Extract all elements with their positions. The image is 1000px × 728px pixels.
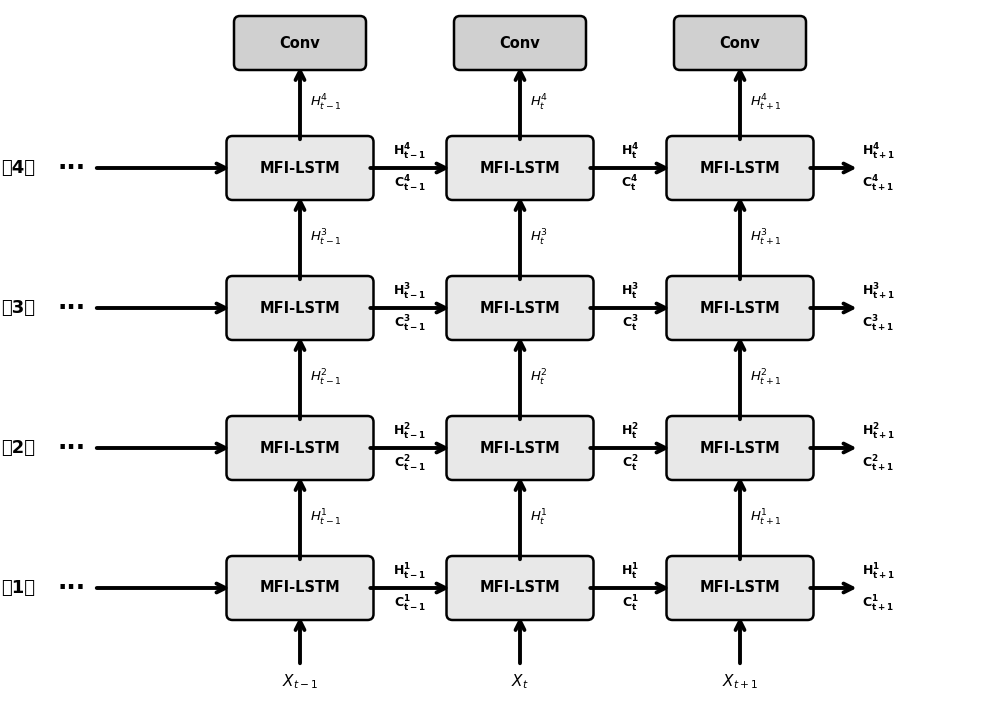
FancyBboxPatch shape bbox=[226, 416, 374, 480]
Text: $\mathbf{C^{1}_{t}}$: $\mathbf{C^{1}_{t}}$ bbox=[622, 594, 638, 614]
Text: 第1层: 第1层 bbox=[1, 579, 35, 597]
Text: $\mathbf{C^{2}_{t-1}}$: $\mathbf{C^{2}_{t-1}}$ bbox=[394, 454, 426, 474]
FancyBboxPatch shape bbox=[447, 416, 594, 480]
Text: $\mathbf{C^{1}_{t-1}}$: $\mathbf{C^{1}_{t-1}}$ bbox=[394, 594, 426, 614]
Text: $\mathbf{C^{1}_{t+1}}$: $\mathbf{C^{1}_{t+1}}$ bbox=[862, 594, 893, 614]
Text: $\boldsymbol{H^{2}_{t}}$: $\boldsymbol{H^{2}_{t}}$ bbox=[530, 368, 548, 388]
Text: $\mathbf{H^{2}_{t-1}}$: $\mathbf{H^{2}_{t-1}}$ bbox=[393, 422, 427, 442]
Text: 第3层: 第3层 bbox=[1, 299, 35, 317]
Text: $\boldsymbol{H^{4}_{{t-1}}}$: $\boldsymbol{H^{4}_{{t-1}}}$ bbox=[310, 93, 342, 113]
Text: $\boldsymbol{X_{t}}$: $\boldsymbol{X_{t}}$ bbox=[511, 672, 529, 691]
Text: MFI-LSTM: MFI-LSTM bbox=[700, 301, 780, 315]
Text: MFI-LSTM: MFI-LSTM bbox=[480, 160, 560, 175]
Text: ···: ··· bbox=[58, 576, 86, 600]
Text: MFI-LSTM: MFI-LSTM bbox=[480, 440, 560, 456]
Text: $\mathbf{H^{1}_{t-1}}$: $\mathbf{H^{1}_{t-1}}$ bbox=[393, 562, 427, 582]
Text: $\boldsymbol{H^{1}_{{t-1}}}$: $\boldsymbol{H^{1}_{{t-1}}}$ bbox=[310, 508, 342, 528]
Text: $\boldsymbol{H^{2}_{{t-1}}}$: $\boldsymbol{H^{2}_{{t-1}}}$ bbox=[310, 368, 342, 388]
Text: Conv: Conv bbox=[280, 36, 320, 50]
Text: MFI-LSTM: MFI-LSTM bbox=[700, 160, 780, 175]
FancyBboxPatch shape bbox=[447, 556, 594, 620]
Text: ···: ··· bbox=[58, 156, 86, 180]
Text: 第2层: 第2层 bbox=[1, 439, 35, 457]
Text: $\boldsymbol{H^{3}_{t}}$: $\boldsymbol{H^{3}_{t}}$ bbox=[530, 228, 548, 248]
Text: $\mathbf{C^{2}_{t+1}}$: $\mathbf{C^{2}_{t+1}}$ bbox=[862, 454, 893, 474]
Text: MFI-LSTM: MFI-LSTM bbox=[480, 580, 560, 596]
FancyBboxPatch shape bbox=[674, 16, 806, 70]
FancyBboxPatch shape bbox=[667, 556, 814, 620]
Text: $\boldsymbol{X_{{t-1}}}$: $\boldsymbol{X_{{t-1}}}$ bbox=[282, 672, 318, 691]
Text: $\mathbf{C^{3}_{t}}$: $\mathbf{C^{3}_{t}}$ bbox=[622, 314, 638, 334]
FancyBboxPatch shape bbox=[234, 16, 366, 70]
Text: $\boldsymbol{H^{1}_{{t+1}}}$: $\boldsymbol{H^{1}_{{t+1}}}$ bbox=[750, 508, 782, 528]
Text: MFI-LSTM: MFI-LSTM bbox=[260, 301, 340, 315]
FancyBboxPatch shape bbox=[667, 276, 814, 340]
FancyBboxPatch shape bbox=[226, 136, 374, 200]
Text: $\mathbf{H^{4}_{t+1}}$: $\mathbf{H^{4}_{t+1}}$ bbox=[862, 142, 895, 162]
Text: $\boldsymbol{H^{4}_{t}}$: $\boldsymbol{H^{4}_{t}}$ bbox=[530, 93, 548, 113]
Text: $\mathbf{H^{4}_{t}}$: $\mathbf{H^{4}_{t}}$ bbox=[621, 142, 639, 162]
FancyBboxPatch shape bbox=[226, 556, 374, 620]
Text: $\mathbf{C^{4}_{t+1}}$: $\mathbf{C^{4}_{t+1}}$ bbox=[862, 174, 893, 194]
Text: MFI-LSTM: MFI-LSTM bbox=[260, 160, 340, 175]
Text: $\mathbf{C^{4}_{t-1}}$: $\mathbf{C^{4}_{t-1}}$ bbox=[394, 174, 426, 194]
Text: $\boldsymbol{H^{2}_{{t+1}}}$: $\boldsymbol{H^{2}_{{t+1}}}$ bbox=[750, 368, 782, 388]
Text: $\mathbf{H^{3}_{t+1}}$: $\mathbf{H^{3}_{t+1}}$ bbox=[862, 282, 895, 302]
FancyBboxPatch shape bbox=[454, 16, 586, 70]
Text: $\mathbf{H^{1}_{t}}$: $\mathbf{H^{1}_{t}}$ bbox=[621, 562, 639, 582]
Text: ···: ··· bbox=[58, 436, 86, 460]
FancyBboxPatch shape bbox=[667, 136, 814, 200]
Text: $\mathbf{H^{1}_{t+1}}$: $\mathbf{H^{1}_{t+1}}$ bbox=[862, 562, 895, 582]
Text: MFI-LSTM: MFI-LSTM bbox=[700, 580, 780, 596]
Text: $\boldsymbol{H^{3}_{{t-1}}}$: $\boldsymbol{H^{3}_{{t-1}}}$ bbox=[310, 228, 342, 248]
Text: $\mathbf{H^{4}_{t-1}}$: $\mathbf{H^{4}_{t-1}}$ bbox=[393, 142, 427, 162]
Text: Conv: Conv bbox=[720, 36, 760, 50]
Text: $\mathbf{H^{3}_{t}}$: $\mathbf{H^{3}_{t}}$ bbox=[621, 282, 639, 302]
Text: $\boldsymbol{X_{{t+1}}}$: $\boldsymbol{X_{{t+1}}}$ bbox=[722, 672, 758, 691]
Text: MFI-LSTM: MFI-LSTM bbox=[480, 301, 560, 315]
Text: MFI-LSTM: MFI-LSTM bbox=[260, 440, 340, 456]
Text: MFI-LSTM: MFI-LSTM bbox=[700, 440, 780, 456]
Text: $\boldsymbol{H^{3}_{{t+1}}}$: $\boldsymbol{H^{3}_{{t+1}}}$ bbox=[750, 228, 782, 248]
Text: ···: ··· bbox=[58, 296, 86, 320]
Text: $\boldsymbol{H^{4}_{{t+1}}}$: $\boldsymbol{H^{4}_{{t+1}}}$ bbox=[750, 93, 782, 113]
Text: $\mathbf{C^{3}_{t-1}}$: $\mathbf{C^{3}_{t-1}}$ bbox=[394, 314, 426, 334]
FancyBboxPatch shape bbox=[447, 136, 594, 200]
FancyBboxPatch shape bbox=[447, 276, 594, 340]
Text: $\mathbf{C^{4}_{t}}$: $\mathbf{C^{4}_{t}}$ bbox=[621, 174, 639, 194]
Text: $\mathbf{H^{3}_{t-1}}$: $\mathbf{H^{3}_{t-1}}$ bbox=[393, 282, 427, 302]
FancyBboxPatch shape bbox=[667, 416, 814, 480]
Text: $\mathbf{C^{2}_{t}}$: $\mathbf{C^{2}_{t}}$ bbox=[622, 454, 638, 474]
Text: MFI-LSTM: MFI-LSTM bbox=[260, 580, 340, 596]
Text: Conv: Conv bbox=[500, 36, 540, 50]
Text: $\mathbf{H^{2}_{t+1}}$: $\mathbf{H^{2}_{t+1}}$ bbox=[862, 422, 895, 442]
Text: $\mathbf{H^{2}_{t}}$: $\mathbf{H^{2}_{t}}$ bbox=[621, 422, 639, 442]
Text: $\mathbf{C^{3}_{t+1}}$: $\mathbf{C^{3}_{t+1}}$ bbox=[862, 314, 893, 334]
FancyBboxPatch shape bbox=[226, 276, 374, 340]
Text: $\boldsymbol{H^{1}_{t}}$: $\boldsymbol{H^{1}_{t}}$ bbox=[530, 508, 548, 528]
Text: 第4层: 第4层 bbox=[1, 159, 35, 177]
